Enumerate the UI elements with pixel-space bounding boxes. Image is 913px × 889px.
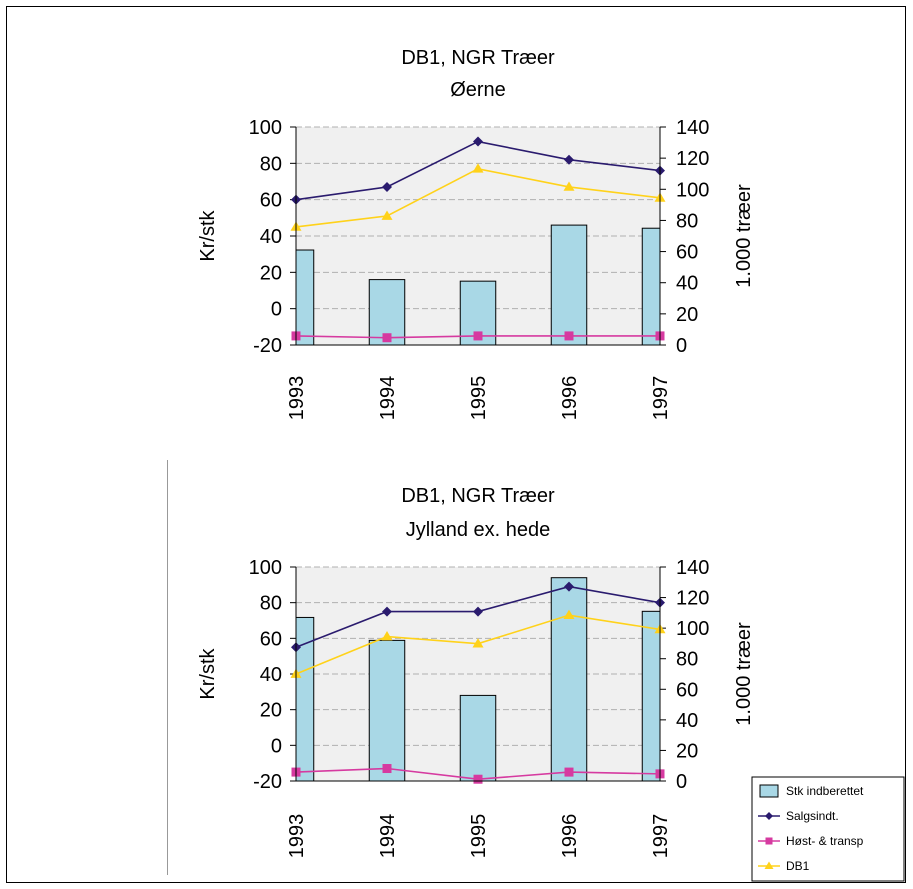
y2-tick-label: 40 (676, 710, 698, 732)
legend-marker (764, 861, 774, 869)
y2-tick-label: 60 (676, 679, 698, 701)
data-point (382, 181, 392, 192)
y-tick-label: 100 (249, 117, 282, 139)
bar (550, 224, 588, 346)
data-point (473, 331, 483, 341)
y2-tick-label: 0 (676, 771, 687, 793)
chart-divider-line (167, 460, 168, 875)
y2-axis-label: 1.000 træer (733, 184, 755, 288)
bar (641, 227, 661, 346)
data-point (382, 764, 392, 774)
data-point (564, 154, 574, 165)
figure-frame (6, 6, 906, 883)
y-tick-label: 40 (260, 664, 282, 686)
y-tick-label: 60 (260, 628, 282, 650)
legend-marker (765, 837, 773, 845)
y2-tick-label: 80 (676, 210, 698, 232)
y-tick-label: 60 (260, 190, 282, 212)
y-tick-label: -20 (253, 335, 282, 357)
y-tick-label: 0 (271, 299, 282, 321)
chart-2: DB1, NGR Træer Jylland ex. hede 100 80 60 40 2… (197, 485, 755, 858)
bar (295, 249, 315, 346)
x-tick-label: 1995 (468, 814, 490, 859)
x-tick-label: 1993 (286, 376, 308, 421)
data-point (382, 333, 392, 343)
x-tick-label: 1995 (468, 376, 490, 421)
y-tick-label: -20 (253, 771, 282, 793)
data-point (473, 606, 483, 617)
chart-subtitle: Øerne (450, 79, 506, 101)
data-point (473, 774, 483, 784)
data-point (564, 331, 574, 341)
x-tick-label: 1997 (650, 814, 672, 859)
data-point (564, 767, 574, 777)
y-tick-label: 20 (260, 262, 282, 284)
x-tick-label: 1997 (650, 376, 672, 421)
bar (459, 694, 497, 782)
y2-tick-label: 140 (676, 117, 709, 139)
y2-tick-label: 100 (676, 618, 709, 640)
y-tick-label: 40 (260, 226, 282, 248)
y2-tick-label: 120 (676, 588, 709, 610)
y2-axis-label: 1.000 træer (733, 622, 755, 726)
y2-tick-label: 20 (676, 304, 698, 326)
data-point (381, 631, 393, 641)
chart-subtitle: Jylland ex. hede (406, 519, 551, 541)
y-axis-label: Kr/stk (197, 209, 219, 261)
y2-tick-label: 120 (676, 148, 709, 170)
y2-tick-label: 0 (676, 335, 687, 357)
y2-tick-label: 140 (676, 557, 709, 579)
data-point (473, 136, 483, 147)
chart-title: DB1, NGR Træer (401, 47, 555, 69)
y2-tick-label: 20 (676, 740, 698, 762)
x-tick-label: 1993 (286, 814, 308, 859)
x-tick-label: 1994 (377, 376, 399, 421)
y-tick-label: 20 (260, 700, 282, 722)
y2-tick-label: 80 (676, 649, 698, 671)
bar (641, 610, 661, 782)
legend-label: DB1 (786, 859, 810, 873)
data-point (564, 581, 574, 592)
chart-1: DB1, NGR Træer Øerne 100 80 60 40 20 0 -20 140 120… (197, 47, 755, 420)
y-tick-label: 100 (249, 557, 282, 579)
bar (368, 639, 406, 782)
legend-label: Salgsindt. (786, 809, 839, 823)
y2-tick-label: 100 (676, 179, 709, 201)
y2-tick-label: 60 (676, 242, 698, 264)
data-point (563, 181, 575, 191)
x-tick-label: 1996 (559, 376, 581, 421)
chart-title: DB1, NGR Træer (401, 485, 555, 507)
y-tick-label: 80 (260, 593, 282, 615)
legend-swatch (759, 784, 779, 798)
legend-marker (765, 812, 773, 820)
data-point (472, 638, 484, 648)
legend-label: Høst- & transp (786, 834, 864, 848)
data-point (382, 606, 392, 617)
legend-label: Stk indberettet (786, 784, 864, 798)
data-point (381, 210, 393, 220)
y-axis-label: Kr/stk (197, 647, 219, 699)
bar (550, 577, 588, 782)
y2-tick-label: 40 (676, 273, 698, 295)
data-point (563, 609, 575, 619)
y-tick-label: 0 (271, 735, 282, 757)
legend: Stk indberettet Salgsindt. Høst- & transp D… (751, 776, 905, 882)
data-point (472, 163, 484, 173)
x-tick-label: 1996 (559, 814, 581, 859)
y-tick-label: 80 (260, 153, 282, 175)
x-tick-label: 1994 (377, 814, 399, 859)
